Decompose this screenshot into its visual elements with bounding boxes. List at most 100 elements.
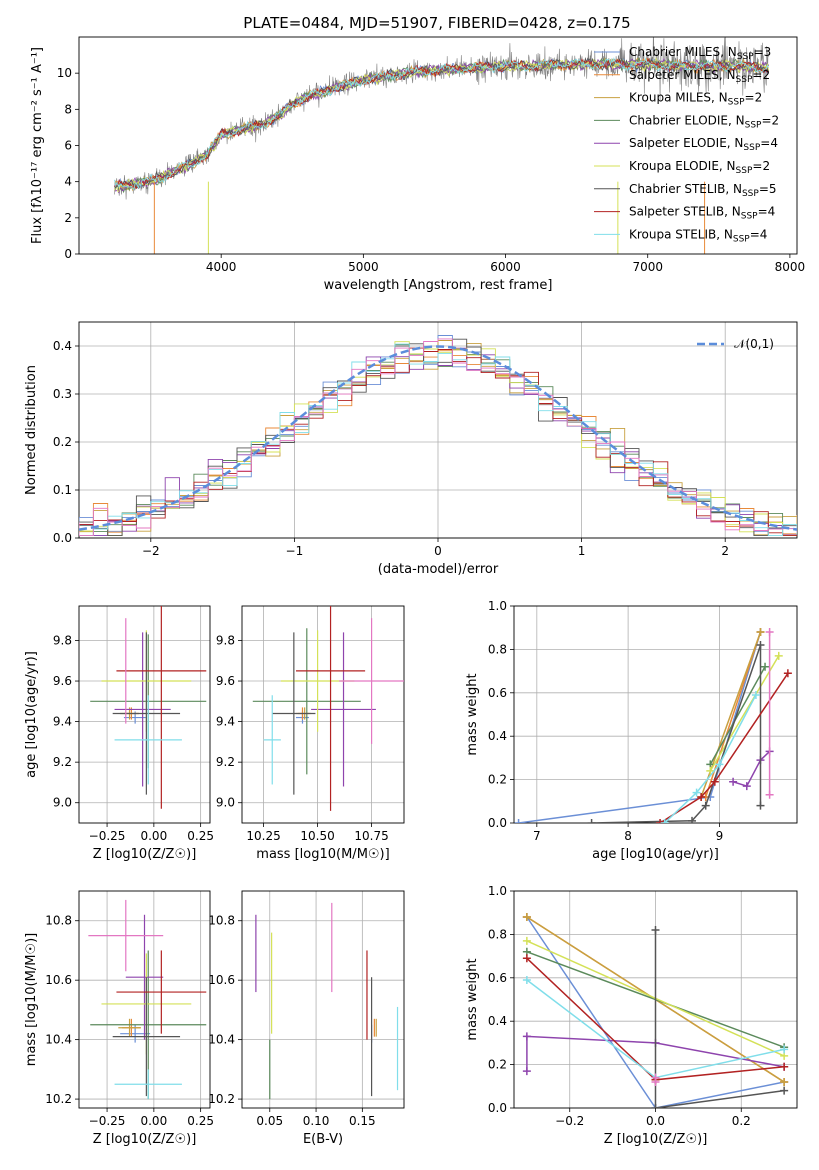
mass-vs-EBV-data [255, 902, 399, 1100]
x-tick-label: 7 [533, 829, 541, 843]
y-tick-label: 10 [57, 66, 72, 80]
figure-title: PLATE=0484, MJD=51907, FIBERID=0428, z=0… [243, 14, 630, 32]
weight-marker [701, 801, 710, 810]
y-tick-label: 6 [64, 139, 72, 153]
x-tick-label: 0.05 [256, 1114, 283, 1128]
age-vs-Z-data [90, 606, 207, 809]
weight-marker [660, 819, 669, 823]
y-axis-label: mass weight [465, 958, 480, 1040]
error-bar-point [114, 1069, 182, 1100]
x-tick-label: 8 [624, 829, 632, 843]
weight-line [709, 666, 766, 765]
plot-frame [78, 605, 211, 824]
weight-marker [522, 954, 531, 963]
legend-subscript: SSP [736, 75, 753, 85]
error-bar-point [112, 632, 181, 795]
legend-entry: Salpeter ELODIE, NSSP=4 [629, 136, 778, 153]
y-tick-label: 9.4 [216, 715, 235, 729]
y-tick-label: 9.6 [216, 674, 235, 688]
x-axis-label: (data-model)/error [378, 562, 499, 577]
weight-marker [756, 801, 765, 810]
weight-marker [697, 792, 706, 801]
x-tick-label: 2 [721, 544, 729, 558]
y-axis-label: age [log10(age/yr)] [24, 651, 39, 778]
weight-marker [729, 777, 738, 786]
y-tick-label: 10.4 [45, 1033, 72, 1047]
plot-frame [513, 605, 798, 824]
weight-line [526, 916, 785, 1108]
x-tick-label: 0.2 [732, 1114, 751, 1128]
y-tick-label: 0.4 [488, 729, 507, 743]
weight-marker [522, 913, 531, 922]
weight-marker [692, 788, 701, 797]
weight-vs-age-panel: 7 8 9 0.0 0.2 0.4 0.6 0.8 1.0 age [log10(age/yr)]… [465, 599, 798, 862]
weight-marker [780, 1077, 789, 1086]
y-axis-label: Normed distribution [24, 365, 39, 495]
y-tick-label: 9.2 [216, 755, 235, 769]
legend-entry: 𝒩(0,1) [734, 337, 774, 351]
y-tick-label: 9.2 [53, 755, 72, 769]
plot-frame [78, 36, 798, 255]
y-tick-label: 9.8 [216, 633, 235, 647]
spectrum-legend: Chabrier MILES, NSSP=3 Salpeter MILES, NS… [594, 45, 779, 244]
weight-marker [522, 1067, 531, 1076]
y-tick-label: 0.2 [53, 435, 72, 449]
x-tick-label: 0.15 [349, 1114, 376, 1128]
legend-subscript: SSP [728, 98, 745, 108]
y-tick-label: 10.8 [208, 914, 235, 928]
weight-marker [774, 651, 783, 660]
weight-marker [522, 975, 531, 984]
spectrum-panel: 4000 5000 6000 7000 8000 0 2 4 6 8 10 wavelength [A… [30, 36, 806, 293]
weight-marker [514, 819, 523, 823]
x-axis-label: Z [log10(Z/Z☉)] [93, 847, 197, 862]
weight-vs-age-data [514, 628, 792, 823]
error-bar-point [339, 618, 404, 744]
y-axis-label: mass [log10(M/M☉)] [24, 933, 39, 1066]
legend-subscript: SSP [737, 52, 754, 62]
residuals-data [79, 335, 797, 537]
error-bar-point [272, 632, 316, 795]
weight-line [518, 631, 762, 823]
y-tick-label: 0.4 [488, 1014, 507, 1028]
plot-frame [78, 321, 798, 539]
y-tick-label: 0.0 [488, 816, 507, 830]
y-tick-label: 1.0 [488, 599, 507, 613]
y-tick-label: 1.0 [488, 884, 507, 898]
legend-count: =4 [758, 205, 776, 219]
weight-marker [651, 1073, 660, 1082]
y-tick-label: 0.1 [53, 483, 72, 497]
legend-count: =3 [754, 45, 772, 59]
x-tick-label: 0.10 [303, 1114, 330, 1128]
x-axis-label: E(B-V) [303, 1132, 343, 1147]
weight-marker [780, 1062, 789, 1071]
y-tick-label: 0.6 [488, 686, 507, 700]
error-bar-point [116, 950, 207, 1034]
error-bar-point [252, 628, 361, 775]
legend-count: =5 [759, 182, 777, 196]
y-tick-label: 0.4 [53, 339, 72, 353]
x-axis-label: age [log10(age/yr)] [592, 847, 719, 862]
weight-marker [765, 628, 774, 637]
weight-marker [706, 766, 715, 775]
legend-entry: Salpeter STELIB, NSSP=4 [629, 205, 775, 222]
weight-vs-Z-panel: −0.2 0.0 0.2 0.0 0.2 0.4 0.6 0.8 1.0 Z [log10(Z/Z… [465, 884, 798, 1147]
weight-line [659, 672, 789, 823]
legend-subscript: SSP [742, 189, 759, 199]
x-tick-label: 10.75 [354, 829, 388, 843]
error-bar-point [263, 695, 281, 785]
y-tick-label: 0.2 [488, 1058, 507, 1072]
weight-marker [710, 777, 719, 786]
x-tick-label: 4000 [206, 260, 237, 274]
age-vs-Z-panel: −0.25 0.00 0.25 9.0 9.2 9.4 9.6 9.8 Z [log10(Z/Z… [24, 605, 214, 862]
legend-subscript: SSP [743, 143, 760, 153]
legend-entry: Chabrier MILES, NSSP=3 [629, 45, 771, 62]
x-tick-label: 8000 [775, 260, 806, 274]
y-tick-label: 8 [64, 102, 72, 116]
weight-marker [522, 1032, 531, 1041]
weight-marker [651, 1104, 660, 1108]
legend-count: =2 [752, 68, 770, 82]
legend-subscript: SSP [733, 234, 750, 244]
y-tick-label: 9.0 [53, 796, 72, 810]
weight-marker [783, 669, 792, 678]
